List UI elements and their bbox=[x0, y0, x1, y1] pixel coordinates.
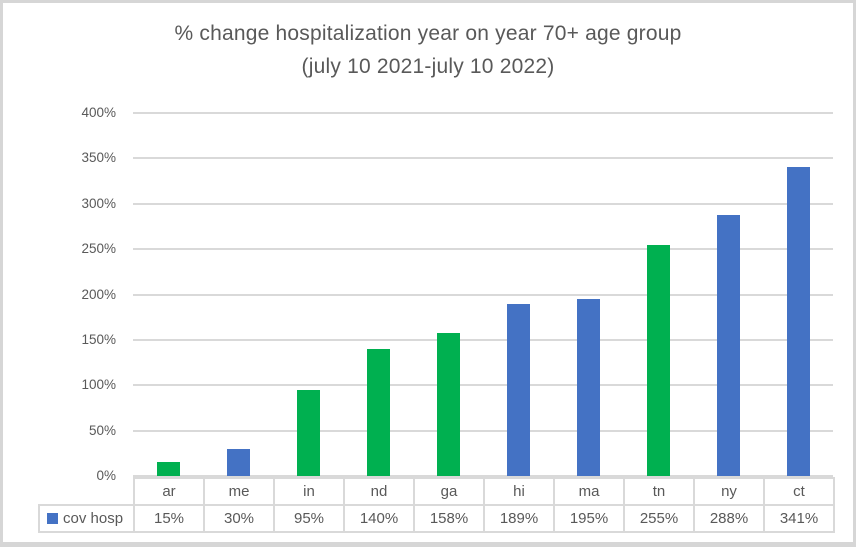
gridline bbox=[133, 157, 833, 160]
table-category-header-ma: ma bbox=[553, 477, 625, 506]
chart-title-line2: (july 10 2021-july 10 2022) bbox=[301, 55, 555, 78]
bar-ma bbox=[576, 299, 600, 476]
gridline bbox=[133, 293, 833, 296]
table-value-cell-ma: 195% bbox=[553, 504, 625, 533]
plot-area bbox=[133, 112, 833, 477]
table-value-cell-ar: 15% bbox=[133, 504, 205, 533]
table-value-cell-nd: 140% bbox=[343, 504, 415, 533]
table-category-header-in: in bbox=[273, 477, 345, 506]
bar-nd bbox=[366, 348, 390, 476]
gridline bbox=[133, 384, 833, 387]
y-axis-tick-label: 0% bbox=[96, 468, 116, 483]
table-corner-cell bbox=[39, 478, 134, 505]
bar-tn bbox=[646, 244, 670, 476]
y-axis-tick-label: 350% bbox=[81, 150, 116, 166]
table-value-cell-in: 95% bbox=[273, 504, 345, 533]
table-category-header-nd: nd bbox=[343, 477, 415, 506]
table-value-cell-tn: 255% bbox=[623, 504, 695, 533]
legend-cell: cov hosp bbox=[38, 504, 135, 533]
bar-in bbox=[296, 389, 320, 476]
table-category-header-me: me bbox=[203, 477, 275, 506]
chart-title-line1: % change hospitalization year on year 70… bbox=[174, 22, 682, 45]
gridline bbox=[133, 429, 833, 432]
table-value-cell-ct: 341% bbox=[763, 504, 835, 533]
table-value-cell-me: 30% bbox=[203, 504, 275, 533]
bar-me bbox=[226, 448, 250, 476]
table-value-cell-ny: 288% bbox=[693, 504, 765, 533]
y-axis-tick-label: 400% bbox=[81, 105, 116, 120]
legend-marker-icon bbox=[47, 513, 58, 524]
y-axis-tick-label: 250% bbox=[81, 241, 116, 257]
chart-title: % change hospitalization year on year 70… bbox=[3, 17, 853, 83]
bar-ar bbox=[156, 462, 180, 476]
gridline bbox=[133, 112, 833, 114]
table-value-cell-hi: 189% bbox=[483, 504, 555, 533]
table-category-header-hi: hi bbox=[483, 477, 555, 506]
bar-ga bbox=[436, 332, 460, 476]
data-table: ar me in nd ga hi ma tn ny ct cov hosp 15% 30% 95% 140… bbox=[38, 477, 835, 533]
legend-label: cov hosp bbox=[63, 510, 124, 527]
table-category-header-tn: tn bbox=[623, 477, 695, 506]
y-axis-tick-label: 50% bbox=[88, 422, 116, 438]
y-axis-tick-label: 200% bbox=[81, 286, 116, 302]
table-category-header-ga: ga bbox=[413, 477, 485, 506]
bar-hi bbox=[506, 304, 530, 476]
y-axis-tick-label: 100% bbox=[81, 377, 116, 393]
table-category-header-ct: ct bbox=[763, 477, 835, 506]
gridline bbox=[133, 338, 833, 341]
gridline bbox=[133, 202, 833, 205]
y-axis-tick-label: 300% bbox=[81, 195, 116, 211]
table-value-cell-ga: 158% bbox=[413, 504, 485, 533]
y-axis-tick-label: 150% bbox=[81, 331, 116, 347]
table-category-header-ar: ar bbox=[133, 477, 205, 506]
table-header-row: ar me in nd ga hi ma tn ny ct bbox=[39, 477, 835, 506]
bar-ct bbox=[786, 166, 810, 476]
table-category-header-ny: ny bbox=[693, 477, 765, 506]
table-value-row: cov hosp 15% 30% 95% 140% 158% 189% 195% 255% 288… bbox=[38, 504, 835, 533]
gridline bbox=[133, 248, 833, 251]
gridline bbox=[133, 475, 833, 477]
bar-ny bbox=[716, 214, 740, 476]
